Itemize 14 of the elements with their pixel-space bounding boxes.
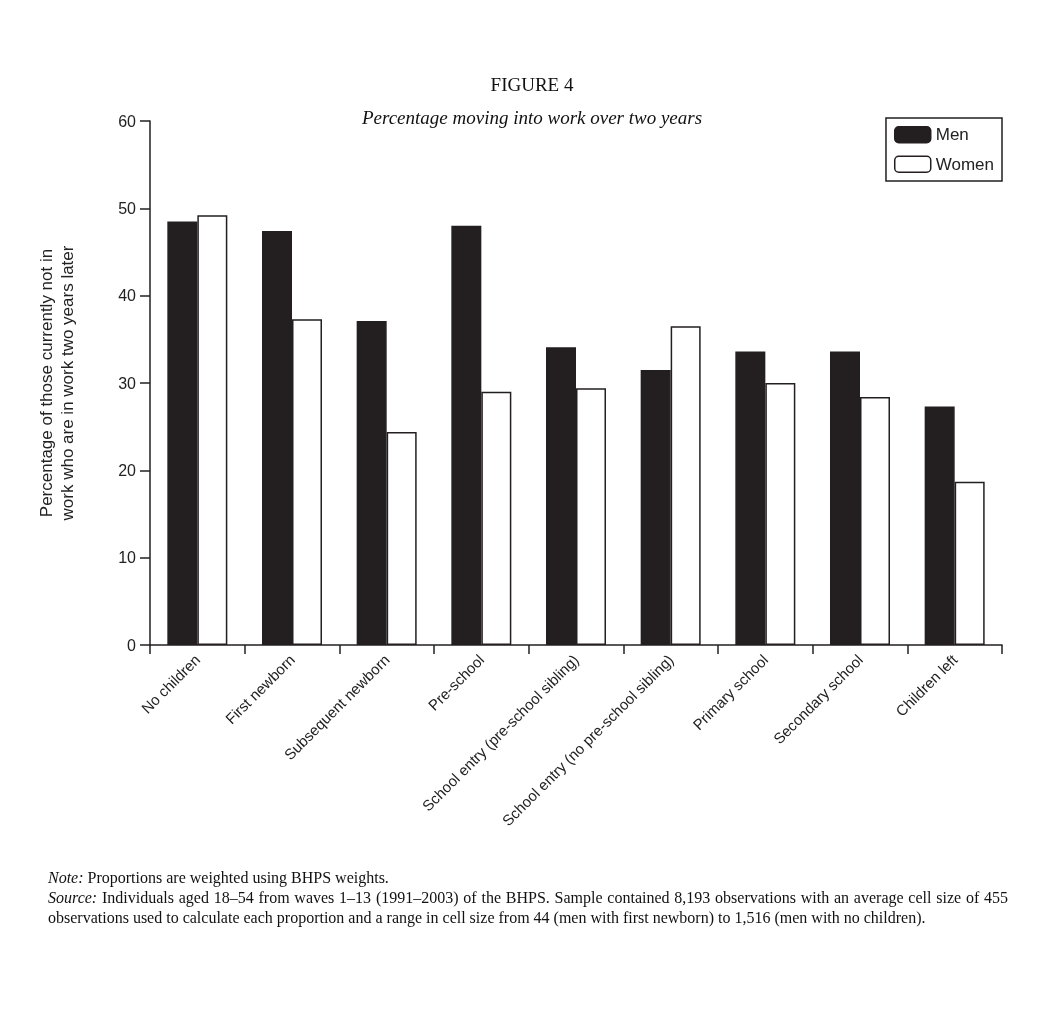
chart-subtitle: Percentage moving into work over two years [360, 107, 703, 128]
y-tick-label: 20 [118, 461, 137, 479]
legend-label: Women [935, 154, 994, 174]
text: Note: Proportions are weighted using BHPS weights. [48, 868, 390, 888]
legend-label: Men [935, 125, 969, 145]
y-tick-label: 10 [118, 549, 137, 567]
y-tick-label: 50 [118, 199, 137, 217]
source-note: Source: Individuals aged 18–54 from waves 1–13 (1991–2003) of the BHPS. Sample contained 8,193 observations with an average cell size of 455 observations used to calculate each proportion and a range in cell size from 44 (men with first newborn) to 1,516 (men with no children). [48, 888, 1008, 928]
y-tick-label: 60 [118, 112, 137, 130]
chart-title: FIGURE 4 [490, 74, 574, 95]
y-tick-label: 40 [118, 287, 137, 305]
y-tick-label: 0 [127, 636, 137, 654]
y-tick-label: 30 [118, 374, 137, 392]
y-axis-title: Percentage of those currently not in work who are in work two years later [37, 245, 77, 522]
